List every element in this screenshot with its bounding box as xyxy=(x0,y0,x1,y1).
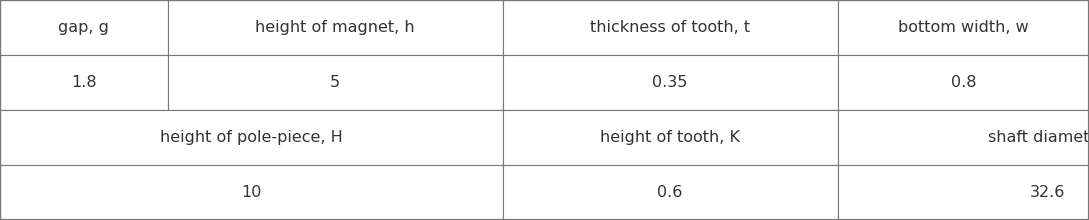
Bar xyxy=(0,0,168,55)
Bar xyxy=(168,55,503,110)
Bar xyxy=(0,55,168,110)
Text: 0.35: 0.35 xyxy=(652,75,688,90)
Bar xyxy=(168,0,503,55)
Bar xyxy=(503,165,837,220)
Bar xyxy=(0,110,503,165)
Bar xyxy=(837,165,1089,220)
Text: height of tooth, K: height of tooth, K xyxy=(600,130,741,145)
Text: 0.8: 0.8 xyxy=(951,75,976,90)
Text: 32.6: 32.6 xyxy=(1029,185,1065,200)
Bar xyxy=(837,55,1089,110)
Text: 10: 10 xyxy=(241,185,261,200)
Bar xyxy=(503,110,837,165)
Bar xyxy=(503,55,837,110)
Text: 5: 5 xyxy=(330,75,340,90)
Text: height of pole-piece, H: height of pole-piece, H xyxy=(160,130,343,145)
Text: bottom width, w: bottom width, w xyxy=(898,20,1029,35)
Text: gap, g: gap, g xyxy=(59,20,109,35)
Bar xyxy=(837,110,1089,165)
Text: height of magnet, h: height of magnet, h xyxy=(255,20,415,35)
Bar xyxy=(503,0,837,55)
Text: thickness of tooth, t: thickness of tooth, t xyxy=(590,20,750,35)
Text: shaft diameter: shaft diameter xyxy=(988,130,1089,145)
Bar xyxy=(837,0,1089,55)
Text: 1.8: 1.8 xyxy=(71,75,97,90)
Text: 0.6: 0.6 xyxy=(658,185,683,200)
Bar xyxy=(0,165,503,220)
